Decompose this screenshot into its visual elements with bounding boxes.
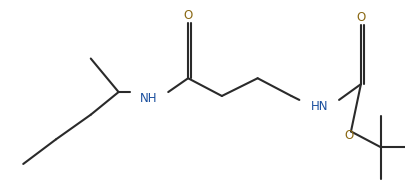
Text: HN: HN (310, 100, 327, 113)
Text: O: O (343, 129, 353, 142)
Text: NH: NH (139, 92, 157, 105)
Text: O: O (356, 11, 364, 24)
Text: O: O (183, 9, 192, 22)
